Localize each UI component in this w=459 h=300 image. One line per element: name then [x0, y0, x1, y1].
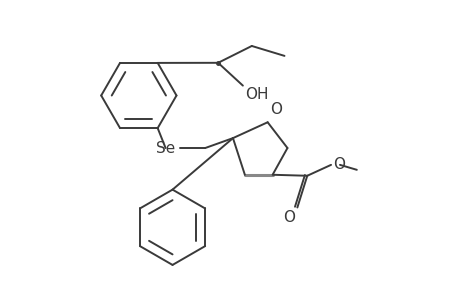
Text: O: O	[332, 158, 344, 172]
Text: OH: OH	[244, 87, 268, 102]
Text: O: O	[283, 210, 295, 225]
Text: Se: Se	[156, 140, 175, 155]
Text: O: O	[270, 102, 282, 117]
